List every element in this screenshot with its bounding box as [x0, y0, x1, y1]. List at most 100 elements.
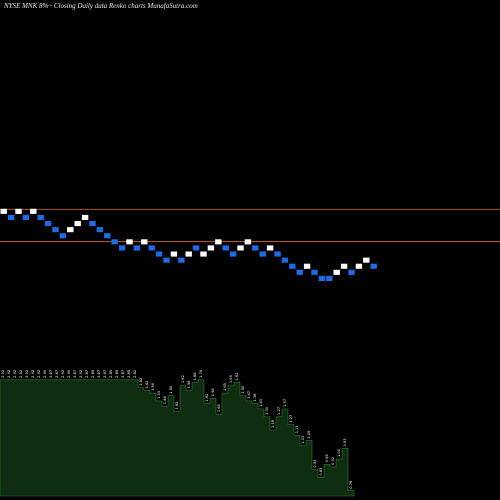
renko-brick [215, 239, 222, 245]
renko-brick [96, 227, 104, 233]
volume-labels: 2.92 2.92 2.92 2.92 2.92 2.92 2.92 2.90 2.87 2.87… [1, 369, 353, 489]
volume-label: 0.85 [319, 468, 323, 476]
volume-label: 2.85 [109, 370, 113, 378]
volume-label: 0.93 [343, 438, 347, 446]
volume-label: 1.48 [163, 396, 167, 405]
volume-label: 1.68 [193, 372, 197, 381]
volume-label: 2.92 [37, 370, 41, 378]
renko-brick [81, 214, 89, 220]
volume-label: 2.87 [55, 370, 59, 378]
renko-brick [311, 269, 318, 275]
renko-brick [104, 233, 111, 239]
volume-label: 1.30 [265, 406, 269, 415]
volume-label: 2.82 [133, 370, 137, 378]
renko-brick [178, 257, 185, 263]
volume-label: 2.87 [103, 370, 107, 378]
volume-label: 1.65 [223, 383, 227, 391]
volume-label: 1.03 [301, 436, 305, 444]
renko-brick [155, 251, 163, 257]
renko-brick [118, 245, 126, 251]
volume-label: 1.69 [229, 374, 233, 383]
renko-brick [229, 251, 237, 257]
volume-label: 1.62 [175, 402, 179, 410]
renko-brick [7, 214, 15, 220]
volume-label: 2.92 [13, 370, 17, 378]
volume-label: 2.87 [97, 370, 101, 378]
renko-brick [133, 245, 141, 251]
renko-brick [237, 245, 244, 251]
renko-brick [252, 245, 259, 251]
renko-brick [333, 269, 340, 275]
volume-label: 2.87 [73, 370, 77, 378]
renko-brick [274, 251, 281, 257]
volume-label: 1.56 [151, 382, 155, 391]
renko-brick [207, 245, 215, 251]
renko-bricks [0, 208, 377, 281]
volume-label: 2.87 [49, 370, 53, 378]
volume-label: 0.92 [331, 457, 335, 465]
renko-brick [244, 239, 252, 245]
volume-label: 1.62 [205, 394, 209, 402]
volume-label: 2.85 [127, 370, 131, 378]
volume-label: 2.92 [61, 370, 65, 378]
volume-label: 1.27 [277, 407, 281, 415]
volume-label: 2.90 [67, 369, 71, 378]
renko-brick [192, 245, 200, 251]
volume-label: 1.58 [187, 380, 191, 389]
volume-area [0, 379, 355, 497]
renko-brick [296, 269, 303, 275]
renko-brick [363, 257, 370, 263]
renko-brick [326, 275, 333, 281]
volume-label: 2.92 [25, 370, 29, 378]
renko-brick [126, 239, 133, 245]
volume-label: 1.27 [289, 415, 293, 423]
renko-brick [355, 263, 363, 269]
chart-title: NYSE MNK 8%~ Closing Daily data Renko ch… [3, 2, 198, 10]
renko-brick [22, 214, 30, 220]
volume-label: 1.18 [271, 419, 275, 428]
renko-brick [348, 269, 355, 275]
volume-label: 1.41 [259, 399, 263, 407]
renko-brick [15, 208, 22, 214]
renko-brick [318, 275, 326, 281]
volume-label: 2.92 [31, 370, 35, 378]
volume-label: 1.62 [145, 380, 149, 388]
renko-brick [259, 251, 266, 257]
volume-label: 2.85 [91, 370, 95, 378]
renko-brick [111, 239, 118, 245]
volume-label: 2.92 [1, 370, 5, 378]
renko-brick [289, 263, 296, 269]
renko-brick [281, 257, 289, 263]
renko-brick [89, 221, 96, 227]
renko-brick [222, 245, 229, 251]
volume-label: 1.58 [211, 388, 215, 397]
volume-label: 1.38 [253, 393, 257, 402]
renko-brick [67, 227, 74, 233]
renko-brick [0, 208, 7, 214]
renko-brick [30, 208, 37, 214]
volume-label: 1.65 [217, 404, 221, 412]
renko-brick [44, 221, 52, 227]
volume-label: 0.93 [313, 460, 317, 468]
volume-label: 1.62 [181, 375, 185, 383]
renko-brick [170, 251, 178, 257]
renko-brick [200, 251, 207, 257]
renko-brick [163, 257, 170, 263]
volume-label: 2.92 [7, 370, 11, 378]
volume-label: 0.95 [325, 454, 329, 462]
volume-label: 1.74 [199, 369, 203, 378]
volume-label: 2.90 [43, 369, 47, 378]
renko-brick [74, 221, 81, 227]
volume-label: 1.00 [337, 448, 341, 457]
volume-label: 2.85 [115, 370, 119, 378]
volume-label: 1.37 [283, 399, 287, 407]
renko-brick [303, 263, 311, 269]
volume-label: 1.62 [235, 372, 239, 380]
renko-brick [59, 233, 67, 239]
renko-brick [370, 263, 377, 269]
volume-label: 1.47 [247, 391, 251, 399]
renko-brick [141, 239, 148, 245]
volume-label: 1.50 [241, 385, 245, 394]
volume-label: 2.82 [139, 378, 143, 386]
